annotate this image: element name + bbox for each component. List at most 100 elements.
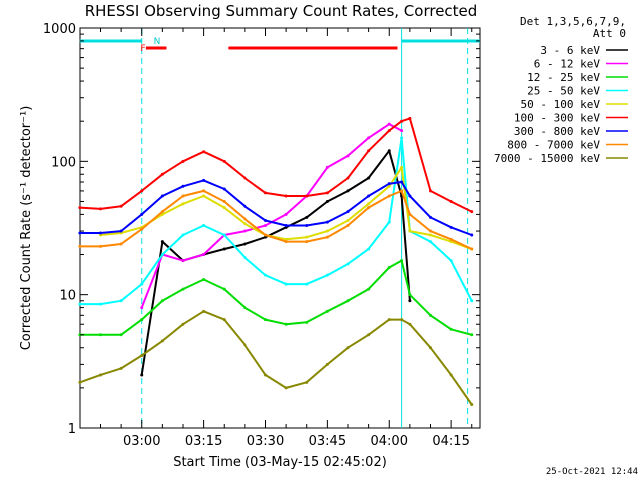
x-axis-label: Start Time (03-May-15 02:45:02) — [173, 455, 387, 470]
series-point-8 — [449, 373, 453, 377]
series-point-2 — [222, 287, 226, 291]
series-point-8 — [98, 373, 102, 377]
series-point-4 — [449, 240, 453, 244]
series-point-8 — [428, 346, 432, 350]
series-point-4 — [367, 202, 371, 206]
series-point-7 — [202, 189, 206, 193]
series-point-1 — [325, 165, 329, 169]
flare-flag-label: F — [140, 44, 145, 54]
series-point-1 — [387, 122, 391, 126]
series-point-5 — [263, 191, 267, 195]
legend-label: 7000 - 15000 keV — [494, 152, 600, 165]
series-point-3 — [449, 259, 453, 263]
series-point-0 — [387, 149, 391, 153]
series-point-4 — [325, 229, 329, 233]
y-axis-label: Corrected Count Rate (s⁻¹ detector⁻¹) — [19, 106, 34, 351]
series-point-6 — [400, 180, 404, 184]
series-point-4 — [202, 194, 206, 198]
x-tick-label: 03:45 — [309, 434, 346, 449]
series-point-2 — [428, 313, 432, 317]
series-point-2 — [387, 265, 391, 269]
flag-bars — [79, 39, 480, 50]
series-point-0 — [222, 247, 226, 251]
series-point-3 — [243, 255, 247, 259]
x-tick-label: 03:00 — [123, 434, 160, 449]
series-point-7 — [263, 233, 267, 237]
series-point-8 — [119, 366, 123, 370]
x-tick-label: 04:15 — [432, 434, 469, 449]
series-point-5 — [449, 199, 453, 203]
series-line-0 — [140, 149, 411, 376]
series-point-6 — [160, 194, 164, 198]
series-point-7 — [78, 244, 82, 248]
series-line-1 — [140, 123, 403, 308]
legend-label: 100 - 300 keV — [514, 112, 600, 125]
series-point-3 — [346, 262, 350, 266]
series-point-1 — [400, 129, 404, 133]
series-point-8 — [140, 353, 144, 357]
attenuator-note: Att 0 — [593, 27, 626, 40]
series-point-3 — [160, 253, 164, 257]
series-point-8 — [181, 322, 185, 326]
series-point-5 — [284, 194, 288, 198]
series-point-7 — [140, 227, 144, 231]
series-point-4 — [400, 165, 404, 169]
series-point-2 — [449, 327, 453, 331]
series-point-7 — [470, 247, 474, 251]
plot-frame — [79, 27, 481, 429]
series-point-1 — [243, 229, 247, 233]
series-point-5 — [346, 176, 350, 180]
series-point-3 — [202, 224, 206, 228]
series-lines — [78, 116, 474, 407]
series-point-4 — [160, 212, 164, 216]
series-point-1 — [181, 259, 185, 263]
series-point-3 — [181, 233, 185, 237]
series-point-8 — [408, 322, 412, 326]
series-point-5 — [202, 150, 206, 154]
series-point-0 — [408, 299, 412, 303]
series-point-5 — [408, 116, 412, 120]
series-point-6 — [428, 215, 432, 219]
legend-label: 12 - 25 keV — [527, 71, 600, 84]
series-point-8 — [243, 343, 247, 347]
series-point-5 — [160, 172, 164, 176]
series-point-4 — [428, 233, 432, 237]
series-point-2 — [78, 333, 82, 337]
series-point-7 — [98, 244, 102, 248]
series-point-8 — [470, 403, 474, 407]
series-point-1 — [263, 224, 267, 228]
series-point-6 — [346, 210, 350, 214]
series-point-7 — [119, 242, 123, 246]
x-tick-label: 03:15 — [185, 434, 222, 449]
series-point-6 — [367, 194, 371, 198]
chart-title: RHESSI Observing Summary Count Rates, Co… — [85, 2, 478, 20]
series-point-7 — [305, 240, 309, 244]
series-point-6 — [98, 231, 102, 235]
series-point-0 — [243, 242, 247, 246]
series-point-0 — [367, 176, 371, 180]
series-point-7 — [222, 199, 226, 203]
axes: 1 10 100 1000 03:00 03:15 03:30 03:45 04:00 04:15 — [43, 22, 480, 449]
series-point-5 — [222, 159, 226, 163]
y-tick-label: 1000 — [43, 22, 76, 37]
series-point-3 — [119, 299, 123, 303]
series-point-0 — [305, 215, 309, 219]
series-point-8 — [284, 386, 288, 390]
series-point-2 — [140, 318, 144, 322]
series-point-3 — [387, 220, 391, 224]
series-point-7 — [449, 237, 453, 241]
legend-label: 3 - 6 keV — [540, 44, 600, 57]
series-point-4 — [408, 229, 412, 233]
series-point-4 — [181, 202, 185, 206]
series-line-6 — [79, 179, 473, 236]
series-point-2 — [367, 287, 371, 291]
series-point-6 — [470, 233, 474, 237]
series-point-5 — [367, 149, 371, 153]
series-point-0 — [346, 189, 350, 193]
series-point-2 — [119, 333, 123, 337]
series-point-3 — [325, 273, 329, 277]
series-point-2 — [408, 293, 412, 297]
series-point-7 — [243, 217, 247, 221]
series-point-5 — [78, 206, 82, 210]
